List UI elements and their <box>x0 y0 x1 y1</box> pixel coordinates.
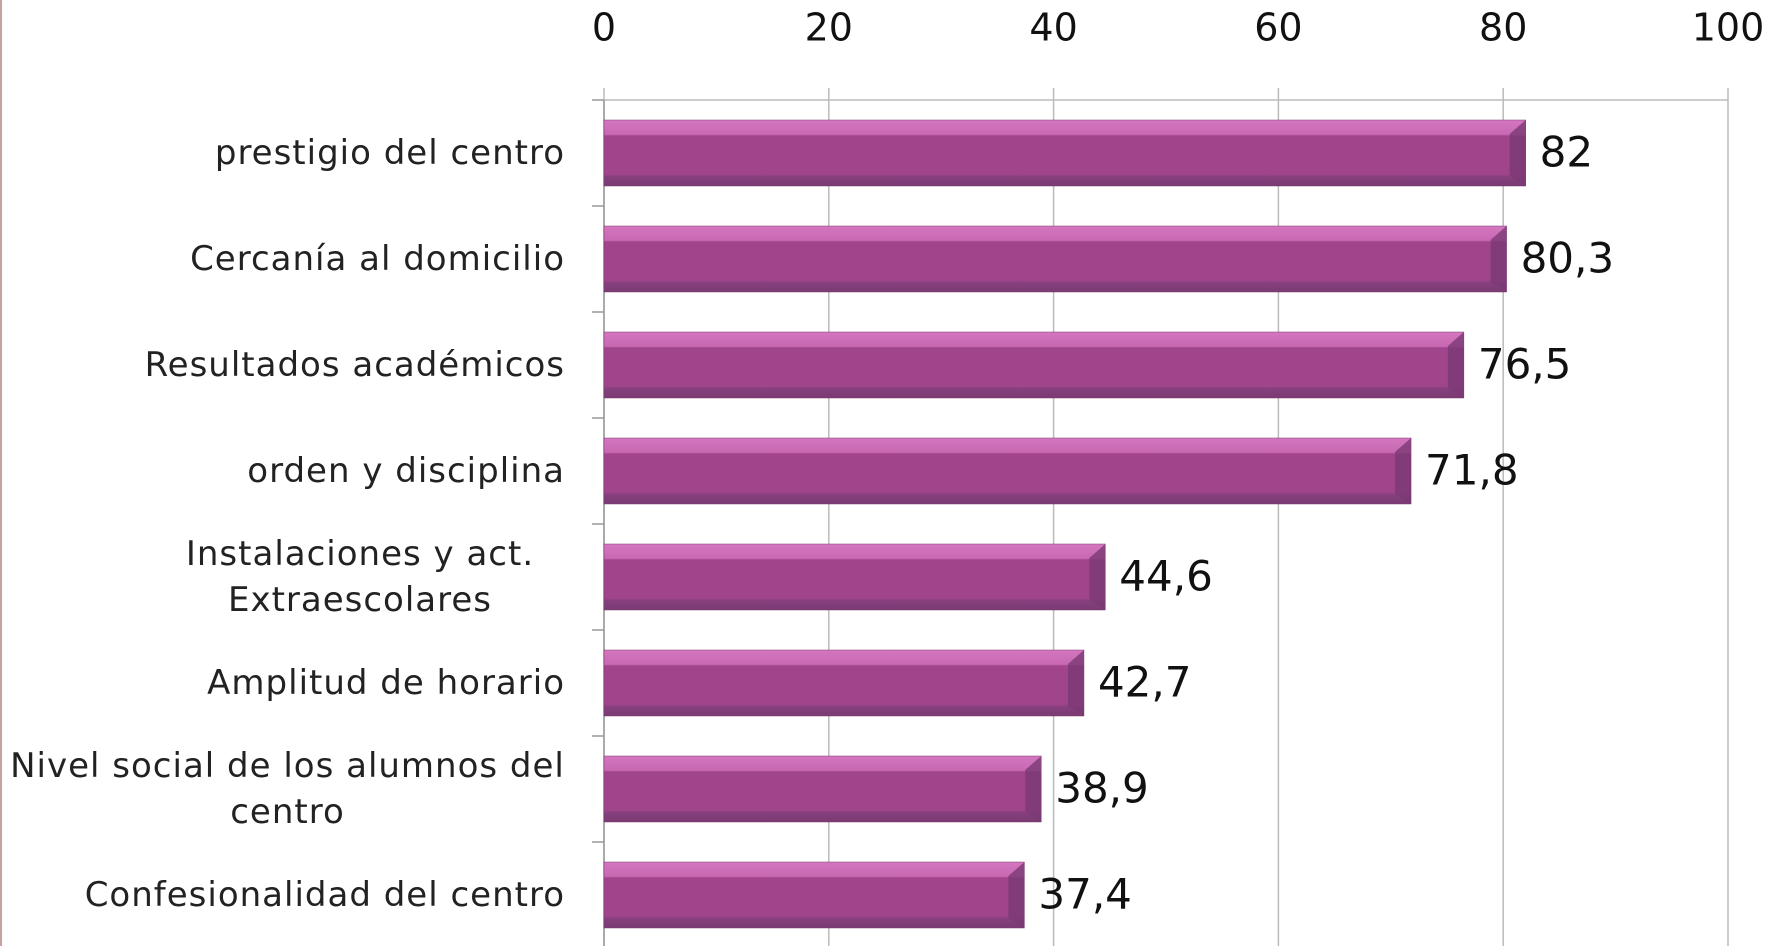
bar-bevel <box>1509 120 1526 186</box>
bar <box>603 119 1526 187</box>
bar <box>603 543 1106 611</box>
bar <box>603 331 1465 399</box>
bar <box>603 437 1412 505</box>
y-tick-label: Confesionalidad del centro <box>84 875 565 915</box>
data-label: 71,8 <box>1425 446 1519 495</box>
y-tick-label: Resultados académicos <box>144 345 565 385</box>
bar-bevel <box>1447 332 1464 398</box>
y-tick-label: orden y disciplina <box>247 451 565 491</box>
data-label: 76,5 <box>1478 340 1572 389</box>
bar <box>603 649 1085 717</box>
data-label: 80,3 <box>1521 234 1615 283</box>
y-tick-label: Amplitud de horario <box>207 663 565 703</box>
bar-bevel <box>1490 226 1507 292</box>
y-tick-label: Instalaciones y act. Extraescolares <box>185 534 535 620</box>
bar-bevel <box>1067 650 1084 716</box>
x-tick-label: 80 <box>1479 6 1527 50</box>
x-tick-label: 100 <box>1692 6 1765 50</box>
x-tick-label: 40 <box>1029 6 1077 50</box>
y-tick-label: prestigio del centro <box>214 133 565 173</box>
bar <box>603 861 1025 929</box>
bar <box>603 225 1507 293</box>
x-tick-label: 20 <box>805 6 853 50</box>
bar-bevel <box>1089 544 1106 610</box>
data-label: 38,9 <box>1055 764 1149 813</box>
x-tick-label: 60 <box>1254 6 1302 50</box>
bar <box>603 755 1042 823</box>
y-tick-label: Cercanía al domicilio <box>190 239 565 279</box>
data-label: 44,6 <box>1119 552 1213 601</box>
data-label: 42,7 <box>1098 658 1192 707</box>
bar-bevel <box>1025 756 1042 822</box>
data-label: 37,4 <box>1038 870 1132 919</box>
bar-bevel <box>1008 862 1025 928</box>
x-tick-label: 0 <box>592 6 616 50</box>
data-label: 82 <box>1540 128 1593 177</box>
bar-bevel <box>1395 438 1412 504</box>
y-tick-label: Nivel social de los alumnos del centro <box>10 746 565 832</box>
